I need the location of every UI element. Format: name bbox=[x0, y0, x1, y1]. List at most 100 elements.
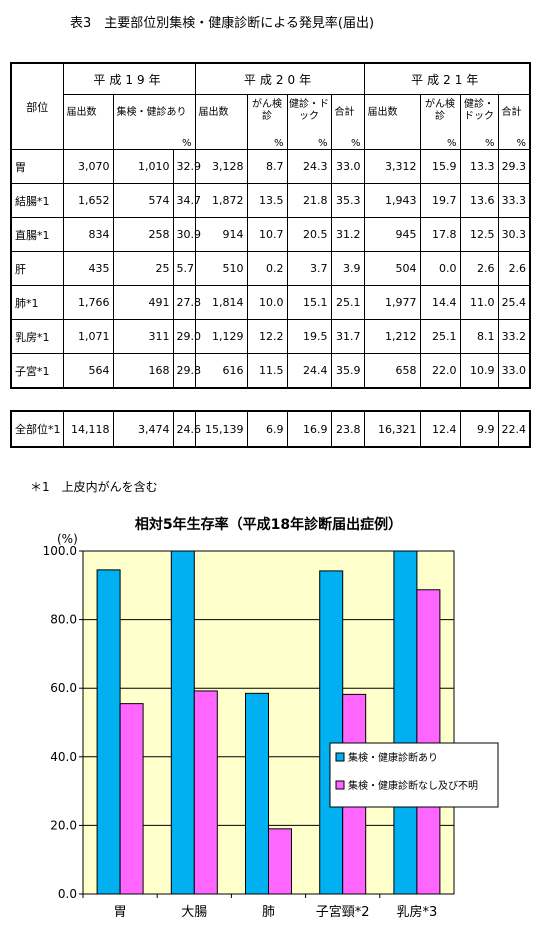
table-cell: 25.1 bbox=[419, 319, 461, 354]
y-axis-label: (%) bbox=[57, 532, 78, 546]
total-cell: 3,474 bbox=[112, 410, 174, 448]
table-cell: 1,943 bbox=[363, 183, 421, 218]
row-part-label: 乳房*1 bbox=[10, 319, 64, 354]
table-cell: 24.3 bbox=[286, 149, 332, 184]
y-tick-label: 40.0 bbox=[50, 750, 77, 764]
total-cell: 24.6 bbox=[172, 410, 201, 448]
footnote: ＊1 上皮内がんを含む bbox=[30, 480, 158, 494]
table-row: 肺*1 1,766 491 27.8 1,814 10.0 15.1 25.1 1,977 14.… bbox=[10, 285, 531, 320]
table-title: 表3 主要部位別集検・健康診断による発見率(届出) bbox=[70, 16, 375, 31]
table-cell: 834 bbox=[62, 217, 114, 252]
row-part-label: 直腸*1 bbox=[10, 217, 64, 252]
table-cell: 3.9 bbox=[330, 251, 365, 286]
total-row-table: 全部位*1 14,118 3,474 24.6 15,139 6.9 16.9 23.8 16,… bbox=[10, 410, 531, 448]
year-header-h19: 平成19年 bbox=[62, 62, 196, 95]
table-cell: 11.5 bbox=[246, 353, 288, 389]
table-cell: 15.9 bbox=[419, 149, 461, 184]
table-cell: 30.9 bbox=[172, 217, 201, 252]
table-cell: 3,128 bbox=[194, 149, 248, 184]
table-cell: 29.8 bbox=[172, 353, 201, 389]
total-cell: 14,118 bbox=[62, 410, 114, 448]
y-tick-label: 80.0 bbox=[50, 613, 77, 627]
table-cell: 25 bbox=[112, 251, 174, 286]
x-tick-label: 大腸 bbox=[181, 905, 207, 920]
y-tick-label: 100.0 bbox=[43, 544, 77, 558]
table-cell: 13.6 bbox=[459, 183, 499, 218]
table-cell: 1,071 bbox=[62, 319, 114, 354]
table-cell: 564 bbox=[62, 353, 114, 389]
y-tick-label: 0.0 bbox=[58, 887, 77, 901]
table-cell: 34.7 bbox=[172, 183, 201, 218]
h20-reports-header: 届出数 bbox=[194, 94, 248, 150]
h20-total-header: 合計% bbox=[330, 94, 365, 150]
total-cell: 6.9 bbox=[246, 410, 288, 448]
table-cell: 574 bbox=[112, 183, 174, 218]
x-tick-label: 子宮頸*2 bbox=[316, 904, 370, 920]
table-row: 直腸*1 834 258 30.9 914 10.7 20.5 31.2 945 17.8 12.5… bbox=[10, 217, 531, 252]
table-cell: 914 bbox=[194, 217, 248, 252]
table-cell: 25.1 bbox=[330, 285, 365, 320]
table-cell: 3,312 bbox=[363, 149, 421, 184]
table-cell: 10.0 bbox=[246, 285, 288, 320]
table-cell: 1,010 bbox=[112, 149, 174, 184]
table-cell: 504 bbox=[363, 251, 421, 286]
table-cell: 33.0 bbox=[497, 353, 531, 389]
table-cell: 21.8 bbox=[286, 183, 332, 218]
table-cell: 0.2 bbox=[246, 251, 288, 286]
table-cell: 616 bbox=[194, 353, 248, 389]
bar-screened bbox=[319, 570, 344, 895]
h19-screened-header: 集検・健診あり% bbox=[112, 94, 196, 150]
h21-total-header: 合計% bbox=[497, 94, 531, 150]
total-cell: 16.9 bbox=[286, 410, 332, 448]
table-cell: 258 bbox=[112, 217, 174, 252]
bar-not-screened bbox=[268, 828, 292, 895]
h20-screening-header: がん検診% bbox=[246, 94, 288, 150]
table-cell: 22.0 bbox=[419, 353, 461, 389]
table-row: 乳房*1 1,071 311 29.0 1,129 12.2 19.5 31.7 1,212 25… bbox=[10, 319, 531, 354]
table-cell: 1,652 bbox=[62, 183, 114, 218]
table-cell: 33.3 bbox=[497, 183, 531, 218]
row-part-label: 肝 bbox=[10, 251, 64, 286]
table-cell: 10.9 bbox=[459, 353, 499, 389]
table-row: 胃 3,070 1,010 32.9 3,128 8.7 24.3 33.0 3,312 15.9… bbox=[10, 149, 531, 184]
survival-rate-chart: 0.0 20.0 40.0 60.0 80.0 100.0(%) 胃 大腸 肺 子宮頸*2 乳房*3… bbox=[43, 532, 499, 920]
table-cell: 0.0 bbox=[419, 251, 461, 286]
table-row: 肝 435 25 5.7 510 0.2 3.7 3.9 504 0.0 2.6 2.6 bbox=[10, 251, 531, 286]
table-cell: 1,766 bbox=[62, 285, 114, 320]
row-part-label: 胃 bbox=[10, 149, 64, 184]
table-cell: 491 bbox=[112, 285, 174, 320]
table-cell: 8.1 bbox=[459, 319, 499, 354]
total-cell: 23.8 bbox=[330, 410, 365, 448]
table-cell: 1,129 bbox=[194, 319, 248, 354]
x-tick-label: 肺 bbox=[262, 905, 275, 920]
total-cell: 12.4 bbox=[419, 410, 461, 448]
total-row-label: 全部位*1 bbox=[10, 410, 64, 448]
x-tick-label: 乳房*3 bbox=[397, 904, 438, 920]
legend bbox=[329, 742, 499, 808]
total-cell: 22.4 bbox=[497, 410, 531, 448]
table-cell: 8.7 bbox=[246, 149, 288, 184]
table-cell: 1,977 bbox=[363, 285, 421, 320]
table-cell: 17.8 bbox=[419, 217, 461, 252]
year-header-h21: 平成21年 bbox=[363, 62, 531, 95]
bar-screened bbox=[245, 692, 269, 895]
legend-swatch bbox=[335, 780, 345, 790]
table-cell: 24.4 bbox=[286, 353, 332, 389]
table-cell: 945 bbox=[363, 217, 421, 252]
bar-screened bbox=[96, 569, 121, 895]
table-cell: 25.4 bbox=[497, 285, 531, 320]
table-cell: 35.3 bbox=[330, 183, 365, 218]
table-cell: 19.7 bbox=[419, 183, 461, 218]
total-row: 全部位*1 14,118 3,474 24.6 15,139 6.9 16.9 23.8 16,… bbox=[10, 410, 531, 448]
table-cell: 33.2 bbox=[497, 319, 531, 354]
table-row: 結腸*1 1,652 574 34.7 1,872 13.5 21.8 35.3 1,943 19… bbox=[10, 183, 531, 218]
table-cell: 1,212 bbox=[363, 319, 421, 354]
detection-rate-table: 部位 平成19年 平成20年 平成21年 届出数 集検・健診あり% 届出数 がん… bbox=[10, 62, 532, 389]
total-cell: 15,139 bbox=[194, 410, 248, 448]
row-part-label: 子宮*1 bbox=[10, 353, 64, 389]
bar-screened bbox=[170, 550, 195, 895]
table-cell: 11.0 bbox=[459, 285, 499, 320]
table-cell: 30.3 bbox=[497, 217, 531, 252]
table-cell: 1,814 bbox=[194, 285, 248, 320]
table-cell: 510 bbox=[194, 251, 248, 286]
